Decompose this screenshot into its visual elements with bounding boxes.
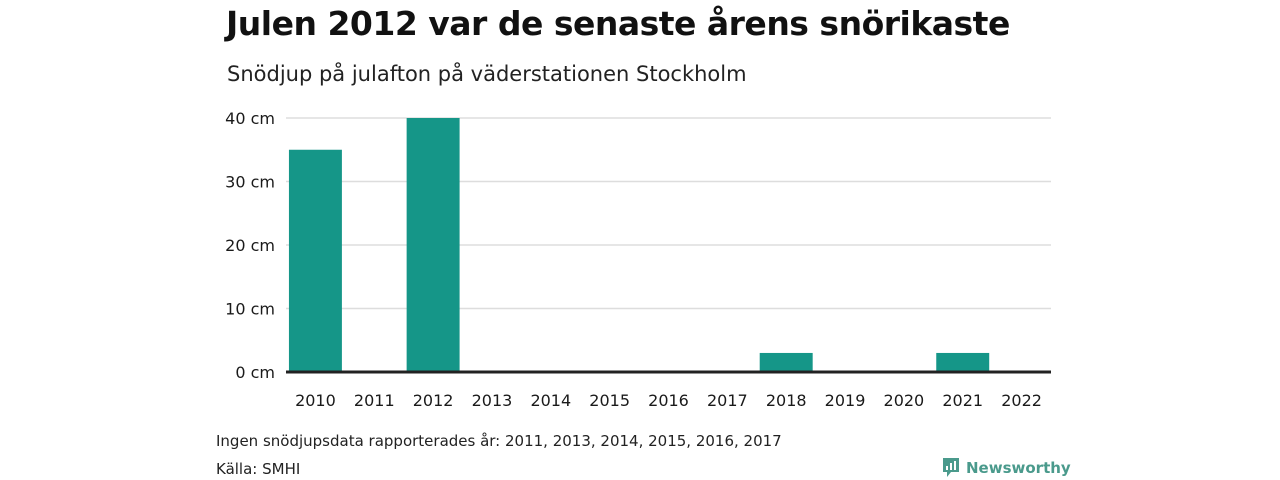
x-tick-label: 2015 — [589, 391, 630, 410]
chart-subtitle: Snödjup på julafton på väderstationen St… — [227, 62, 747, 86]
bar-2010 — [288, 149, 342, 372]
x-axis-ticks: 2010 2011 2012 2013 2014 2015 2016 2017 2018 2019… — [295, 391, 1042, 410]
x-tick-label: 2016 — [648, 391, 689, 410]
x-tick-label: 2011 — [354, 391, 395, 410]
x-tick-label: 2014 — [530, 391, 571, 410]
bar-2021 — [936, 352, 990, 372]
x-tick-label: 2021 — [942, 391, 983, 410]
y-tick-label: 30 cm — [225, 173, 275, 192]
bar-2018 — [759, 352, 813, 372]
x-tick-label: 2020 — [884, 391, 925, 410]
brand-logo: Newsworthy — [942, 457, 1071, 479]
grid-lines — [286, 117, 1051, 310]
footnote-missing-data: Ingen snödjupsdata rapporterades år: 201… — [216, 432, 782, 450]
x-tick-label: 2019 — [825, 391, 866, 410]
y-tick-label: 0 cm — [235, 363, 275, 382]
y-tick-label: 40 cm — [225, 109, 275, 128]
brand-name: Newsworthy — [966, 459, 1071, 477]
x-tick-label: 2018 — [766, 391, 807, 410]
source-note: Källa: SMHI — [216, 460, 301, 478]
bar-2012 — [406, 118, 460, 372]
y-axis-ticks: 0 cm 10 cm 20 cm 30 cm 40 cm — [225, 109, 275, 382]
x-tick-label: 2013 — [472, 391, 513, 410]
x-tick-label: 2010 — [295, 391, 336, 410]
x-tick-label: 2017 — [707, 391, 748, 410]
y-tick-label: 20 cm — [225, 236, 275, 255]
chart-title: Julen 2012 var de senaste årens snörikas… — [226, 4, 1010, 43]
x-tick-label: 2022 — [1001, 391, 1042, 410]
y-tick-label: 10 cm — [225, 300, 275, 319]
newsworthy-logo-icon — [943, 458, 959, 477]
bars — [288, 118, 990, 372]
x-tick-label: 2012 — [413, 391, 454, 410]
